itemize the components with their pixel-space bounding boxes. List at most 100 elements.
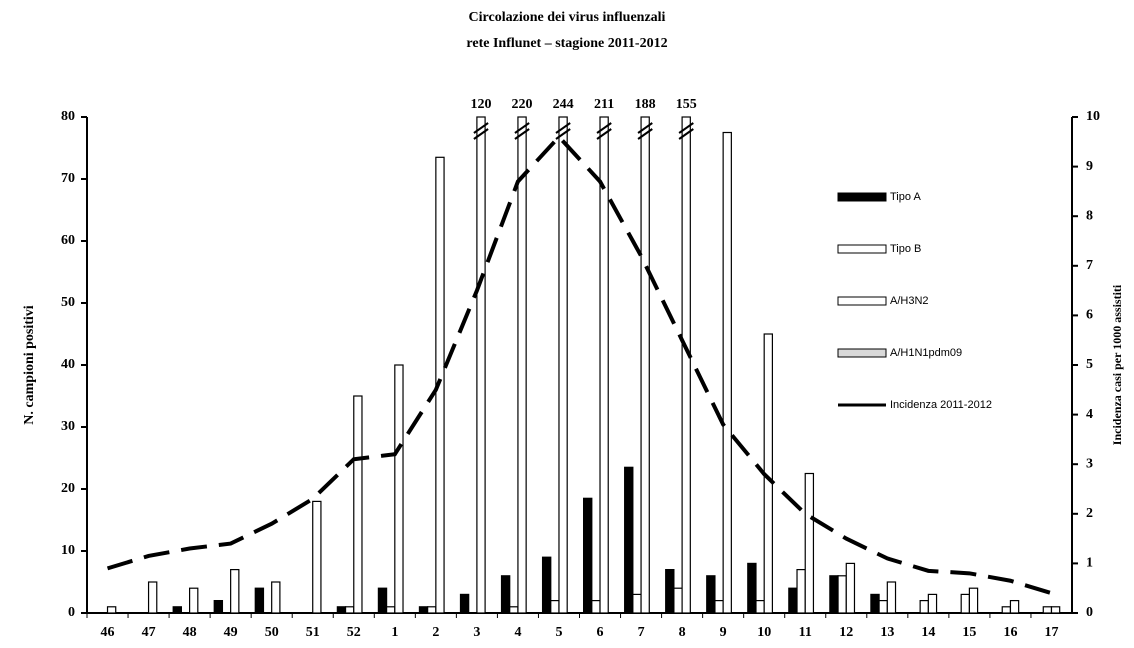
x-tick-label: 17 bbox=[1044, 625, 1058, 640]
bar bbox=[500, 575, 511, 614]
axis-break bbox=[514, 122, 530, 134]
bar bbox=[583, 497, 593, 614]
bar bbox=[353, 395, 363, 614]
bar bbox=[509, 606, 519, 614]
legend-label: A/H3N2 bbox=[890, 295, 929, 307]
legend-label: Tipo B bbox=[890, 243, 921, 255]
bar bbox=[919, 599, 929, 614]
bar bbox=[591, 599, 601, 614]
x-tick-label: 12 bbox=[839, 625, 853, 640]
x-tick-label: 6 bbox=[597, 625, 604, 640]
value-label: 244 bbox=[553, 97, 574, 112]
bar bbox=[386, 606, 396, 614]
bar bbox=[312, 500, 322, 614]
x-tick-label: 7 bbox=[638, 625, 645, 640]
bar bbox=[476, 116, 486, 614]
x-tick-label: 14 bbox=[921, 625, 935, 640]
bar bbox=[968, 587, 979, 614]
x-tick-label: 3 bbox=[473, 625, 480, 640]
legend-swatch bbox=[837, 348, 887, 358]
axis-break bbox=[637, 122, 653, 134]
bar bbox=[172, 606, 182, 614]
x-tick-label: 8 bbox=[679, 625, 686, 640]
bar bbox=[804, 472, 815, 614]
x-tick-label: 46 bbox=[101, 625, 115, 640]
bar bbox=[394, 364, 404, 614]
value-label: 220 bbox=[512, 97, 533, 112]
bar bbox=[960, 593, 970, 614]
x-tick-label: 52 bbox=[347, 625, 361, 640]
bar bbox=[271, 581, 281, 614]
bar bbox=[681, 116, 691, 614]
bar bbox=[189, 587, 199, 614]
incidence-line bbox=[106, 133, 1053, 596]
x-tick-label: 1 bbox=[391, 625, 398, 640]
x-tick-label: 16 bbox=[1003, 625, 1017, 640]
y-tick-label: 80 bbox=[61, 109, 75, 124]
x-tick-label: 15 bbox=[962, 625, 976, 640]
value-label: 120 bbox=[471, 97, 492, 112]
bar bbox=[927, 593, 938, 614]
chart-subtitle: rete Influnet – stagione 2011-2012 bbox=[466, 36, 667, 51]
bar bbox=[722, 131, 732, 614]
bar bbox=[878, 599, 888, 614]
bar bbox=[837, 575, 847, 614]
y-tick-label: 10 bbox=[61, 543, 75, 558]
value-label: 188 bbox=[635, 97, 656, 112]
x-tick-label: 51 bbox=[306, 625, 320, 640]
bar bbox=[1050, 606, 1061, 614]
bar bbox=[755, 599, 765, 614]
x-tick-label: 10 bbox=[757, 625, 771, 640]
legend-label: Tipo A bbox=[890, 191, 921, 203]
y2-tick-label: 3 bbox=[1086, 456, 1093, 471]
x-tick-label: 11 bbox=[799, 625, 812, 640]
bar bbox=[254, 587, 265, 614]
value-label: 211 bbox=[594, 97, 614, 112]
bar bbox=[706, 575, 716, 614]
bar bbox=[213, 599, 224, 614]
x-tick-label: 50 bbox=[265, 625, 279, 640]
bar bbox=[344, 606, 355, 614]
bar bbox=[418, 606, 429, 614]
bar bbox=[1001, 606, 1012, 614]
x-tick-label: 47 bbox=[142, 625, 156, 640]
legend-label: A/H1N1pdm09 bbox=[890, 347, 962, 359]
bar bbox=[747, 562, 757, 614]
y-tick-label: 0 bbox=[68, 605, 75, 620]
bar bbox=[632, 593, 642, 614]
axis-break bbox=[596, 122, 612, 134]
value-label: 155 bbox=[676, 97, 697, 112]
bar bbox=[377, 587, 388, 614]
y2-tick-label: 9 bbox=[1086, 159, 1093, 174]
bar bbox=[550, 599, 560, 614]
legend-swatch bbox=[837, 244, 887, 254]
bar bbox=[796, 568, 806, 614]
y-axis-label: N. campioni positivi bbox=[22, 305, 37, 425]
legend-swatch bbox=[837, 296, 887, 306]
axis-break bbox=[514, 128, 530, 140]
bar bbox=[147, 581, 158, 614]
y-tick-label: 40 bbox=[61, 357, 75, 372]
bar bbox=[106, 606, 117, 614]
chart-title: Circolazione dei virus influenzali bbox=[469, 10, 666, 25]
axis-break bbox=[637, 128, 653, 140]
bar bbox=[665, 568, 675, 614]
axis-break bbox=[678, 122, 694, 134]
y-tick-label: 70 bbox=[61, 171, 75, 186]
bar bbox=[427, 606, 437, 614]
y-tick-label: 50 bbox=[61, 295, 75, 310]
axis-break bbox=[678, 128, 694, 140]
legend-label: Incidenza 2011-2012 bbox=[890, 399, 992, 411]
legend-swatch bbox=[837, 192, 887, 202]
y2-tick-label: 4 bbox=[1086, 407, 1093, 422]
y2-tick-label: 6 bbox=[1086, 308, 1093, 323]
x-tick-label: 48 bbox=[183, 625, 197, 640]
bar bbox=[714, 599, 724, 614]
bar bbox=[845, 562, 856, 614]
bar bbox=[599, 116, 609, 614]
axis-break bbox=[555, 122, 571, 134]
axis-break bbox=[473, 122, 489, 134]
bar bbox=[886, 581, 897, 614]
y2-tick-label: 5 bbox=[1086, 357, 1093, 372]
bar bbox=[1009, 599, 1020, 614]
